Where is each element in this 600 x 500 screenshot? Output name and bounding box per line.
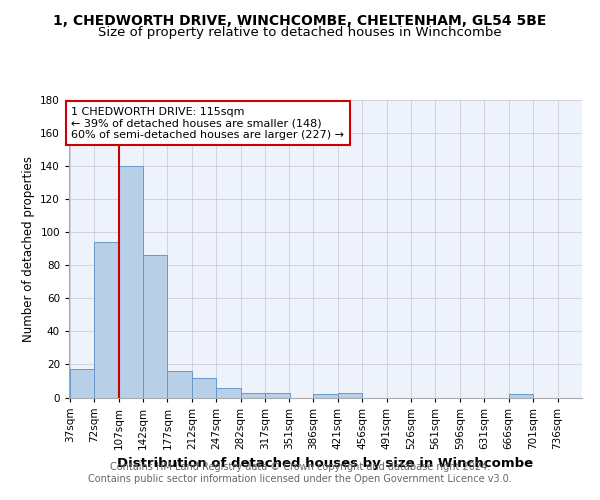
Y-axis label: Number of detached properties: Number of detached properties: [22, 156, 35, 342]
X-axis label: Distribution of detached houses by size in Winchcombe: Distribution of detached houses by size …: [118, 457, 533, 470]
Bar: [313, 394, 338, 398]
Text: Contains public sector information licensed under the Open Government Licence v3: Contains public sector information licen…: [88, 474, 512, 484]
Bar: [70, 370, 94, 398]
Text: Size of property relative to detached houses in Winchcombe: Size of property relative to detached ho…: [98, 26, 502, 39]
Text: Contains HM Land Registry data © Crown copyright and database right 2024.: Contains HM Land Registry data © Crown c…: [110, 462, 490, 472]
Bar: [119, 166, 143, 398]
Bar: [216, 388, 241, 398]
Bar: [143, 256, 167, 398]
Bar: [192, 378, 216, 398]
Bar: [509, 394, 533, 398]
Text: 1 CHEDWORTH DRIVE: 115sqm
← 39% of detached houses are smaller (148)
60% of semi: 1 CHEDWORTH DRIVE: 115sqm ← 39% of detac…: [71, 106, 344, 140]
Bar: [94, 242, 119, 398]
Bar: [265, 392, 290, 398]
Bar: [167, 371, 192, 398]
Text: 1, CHEDWORTH DRIVE, WINCHCOMBE, CHELTENHAM, GL54 5BE: 1, CHEDWORTH DRIVE, WINCHCOMBE, CHELTENH…: [53, 14, 547, 28]
Bar: [241, 392, 265, 398]
Bar: [338, 392, 362, 398]
